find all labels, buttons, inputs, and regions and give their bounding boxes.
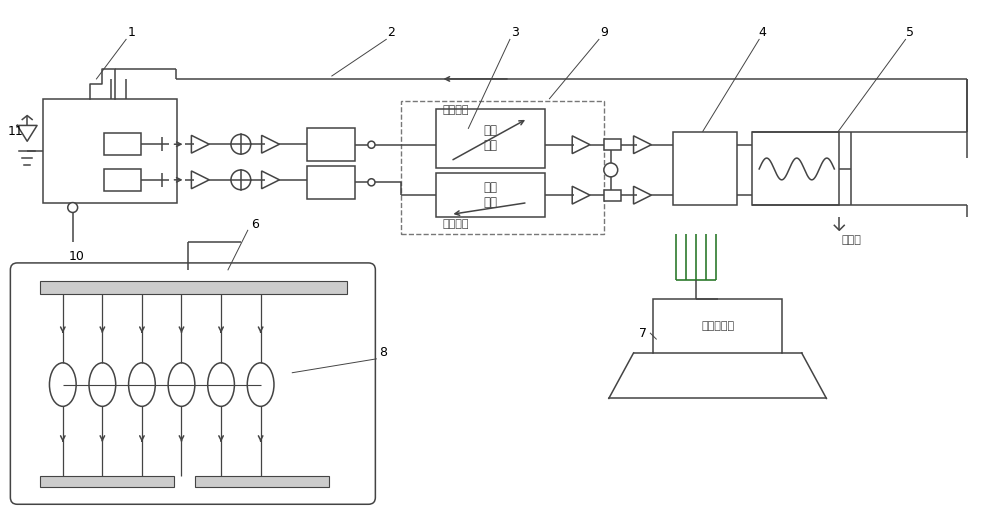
Bar bbox=[401, 101, 604, 234]
Text: 2: 2 bbox=[387, 26, 395, 39]
Ellipse shape bbox=[129, 363, 155, 407]
Bar bbox=[653, 298, 782, 353]
Text: 9: 9 bbox=[600, 26, 608, 39]
Bar bbox=[604, 190, 621, 201]
Ellipse shape bbox=[247, 363, 274, 407]
Circle shape bbox=[231, 134, 251, 154]
Bar bbox=[752, 133, 839, 205]
Text: 7: 7 bbox=[639, 327, 647, 339]
Bar bbox=[307, 129, 355, 161]
Text: 冷却水: 冷却水 bbox=[841, 235, 861, 245]
Bar bbox=[604, 139, 621, 150]
Text: 5: 5 bbox=[906, 26, 914, 39]
FancyBboxPatch shape bbox=[10, 263, 375, 504]
Bar bbox=[40, 281, 347, 293]
Bar bbox=[307, 166, 355, 199]
Ellipse shape bbox=[208, 363, 234, 407]
Text: 6: 6 bbox=[251, 218, 259, 231]
Bar bbox=[436, 109, 545, 168]
Text: 模拟
负载: 模拟 负载 bbox=[483, 181, 497, 209]
Text: 测量及控制: 测量及控制 bbox=[701, 321, 734, 331]
Text: 3: 3 bbox=[511, 26, 519, 39]
Circle shape bbox=[604, 163, 618, 177]
Circle shape bbox=[231, 170, 251, 190]
Circle shape bbox=[368, 179, 375, 186]
Ellipse shape bbox=[89, 363, 116, 407]
Bar bbox=[195, 476, 329, 487]
Text: 压力温度: 压力温度 bbox=[442, 104, 469, 115]
Text: 11: 11 bbox=[7, 125, 23, 138]
Ellipse shape bbox=[49, 363, 76, 407]
Ellipse shape bbox=[168, 363, 195, 407]
Circle shape bbox=[368, 141, 375, 148]
Text: 压力温度: 压力温度 bbox=[442, 219, 469, 229]
Bar bbox=[43, 99, 177, 203]
Bar bbox=[104, 133, 141, 155]
Text: 1: 1 bbox=[128, 26, 136, 39]
Text: 4: 4 bbox=[758, 26, 766, 39]
Bar bbox=[40, 476, 174, 487]
Text: 8: 8 bbox=[379, 347, 387, 359]
Text: 模拟
负载: 模拟 负载 bbox=[483, 124, 497, 152]
Circle shape bbox=[68, 203, 78, 212]
Bar bbox=[436, 173, 545, 218]
Bar bbox=[104, 169, 141, 190]
Bar bbox=[673, 133, 737, 205]
Text: 10: 10 bbox=[69, 250, 85, 264]
